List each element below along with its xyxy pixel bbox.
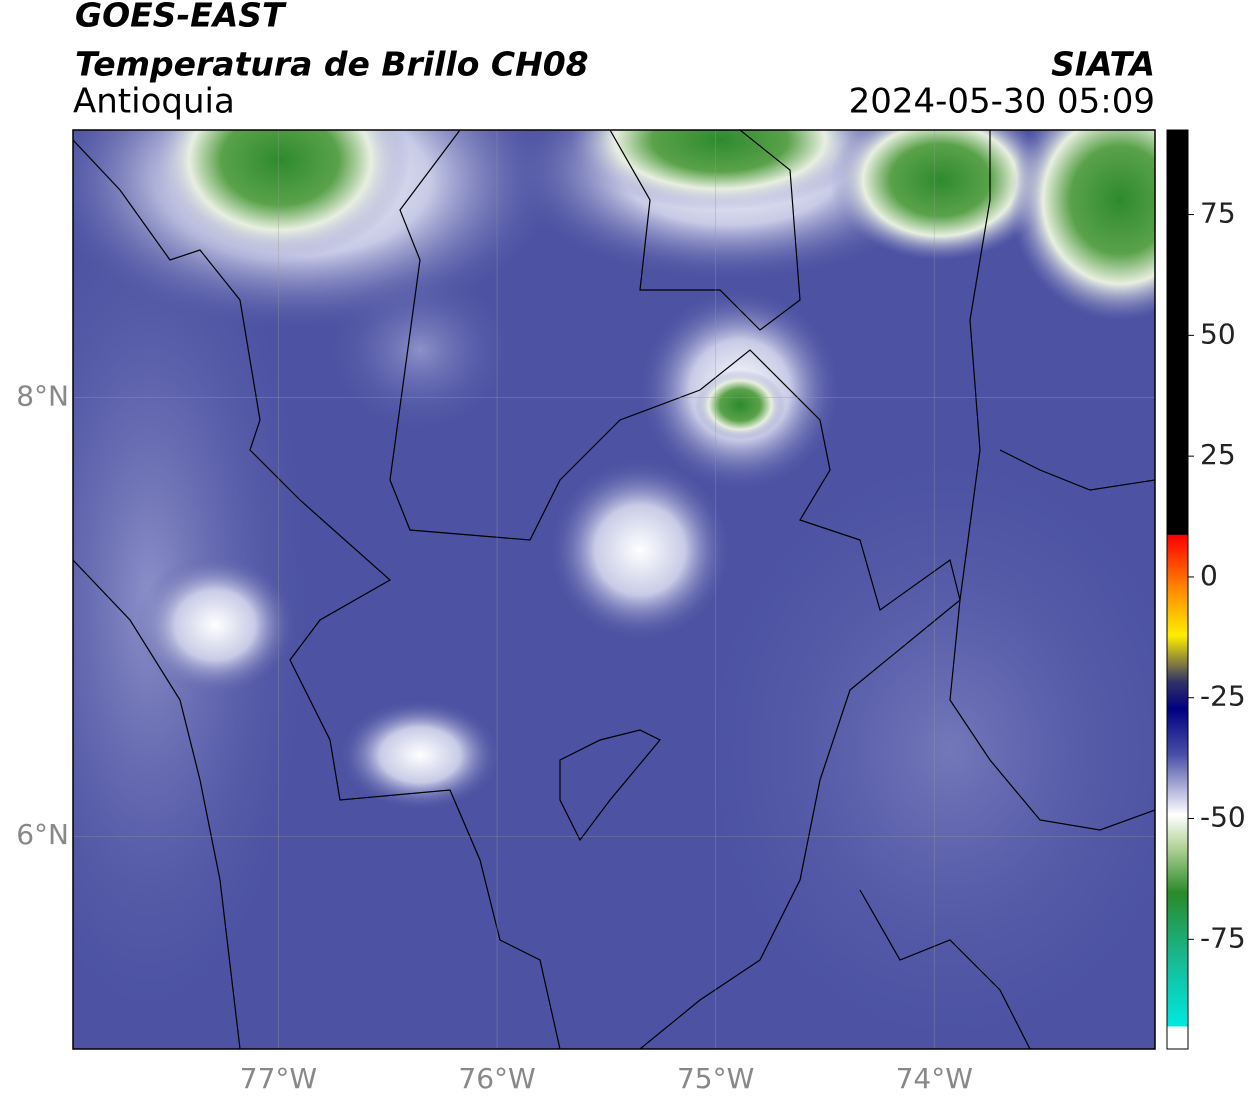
map-image <box>73 130 1155 1049</box>
colorbar-tick-label: 0 <box>1200 559 1218 592</box>
product-title: Temperatura de Brillo CH08 <box>75 45 589 84</box>
colorbar-tick-label: 25 <box>1200 438 1236 471</box>
lon-label: 75°W <box>677 1062 754 1095</box>
map-frame <box>72 129 1156 1050</box>
colorbar-tick-label: 50 <box>1200 317 1236 350</box>
datetime: 2024-05-30 05:09 <box>849 82 1155 122</box>
lon-label: 74°W <box>896 1062 973 1095</box>
lon-label: 76°W <box>458 1062 535 1095</box>
source: SIATA <box>1051 45 1155 84</box>
colorbar-tick-label: -25 <box>1200 680 1246 713</box>
region: Antioquia <box>73 82 235 122</box>
colorbar-tick-label: -75 <box>1200 921 1246 954</box>
lat-label: 6°N <box>16 818 69 851</box>
lon-label: 77°W <box>240 1062 317 1095</box>
colorbar <box>1166 129 1189 1050</box>
colorbar-tick-label: 75 <box>1200 197 1236 230</box>
lat-label: 8°N <box>16 380 69 413</box>
colorbar-tick-label: -50 <box>1200 801 1246 834</box>
satellite-title: GOES-EAST <box>75 0 287 35</box>
